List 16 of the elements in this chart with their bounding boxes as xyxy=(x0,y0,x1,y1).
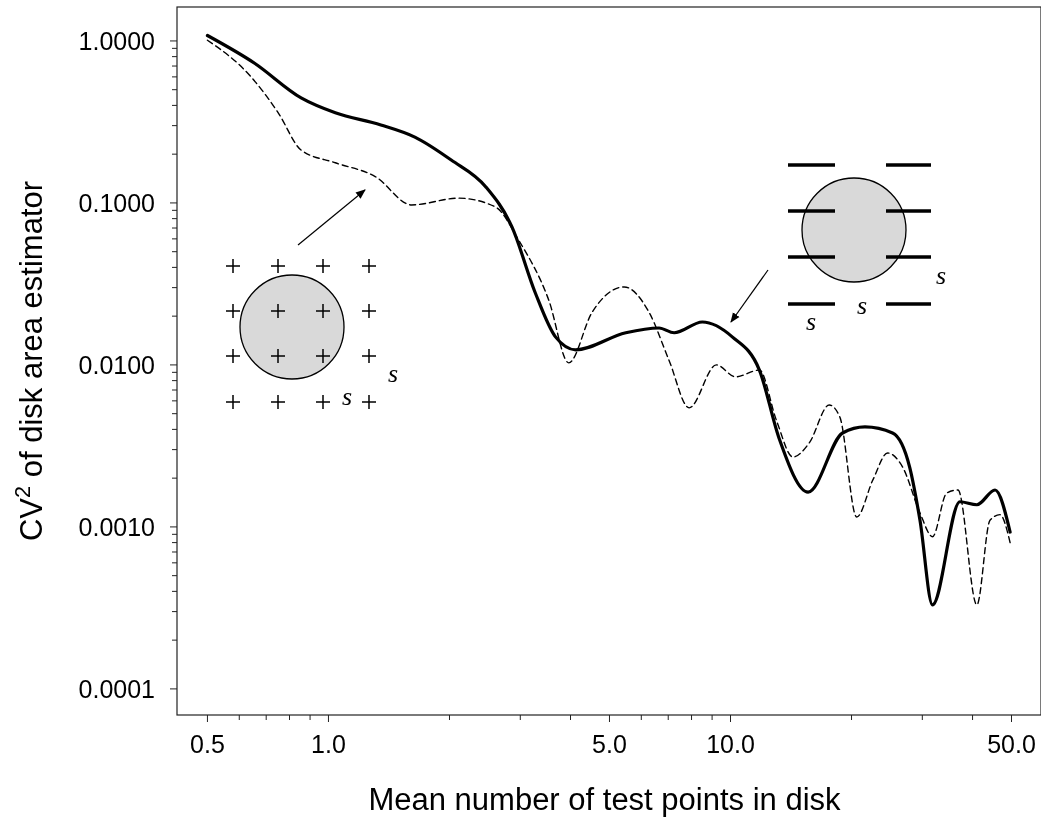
annotation: s xyxy=(387,359,399,388)
x-tick-label: 1.0 xyxy=(311,730,346,758)
annotation: s xyxy=(341,382,353,411)
y-tick-label: 1.0000 xyxy=(78,26,155,55)
x-tick-label: 5.0 xyxy=(592,730,627,758)
annotation: s xyxy=(805,307,817,336)
x-axis-title: Mean number of test points in disk xyxy=(368,782,842,817)
x-tick-label: 50.0 xyxy=(987,730,1036,758)
annotation: s xyxy=(935,261,947,290)
y-tick-label: 0.0100 xyxy=(78,350,155,379)
x-tick-label: 10.0 xyxy=(706,730,755,758)
y-tick-label: 0.0001 xyxy=(78,674,155,703)
x-tick-label: 0.5 xyxy=(190,730,225,758)
annotation: s xyxy=(856,291,868,320)
y-tick-label: 0.0010 xyxy=(78,512,155,541)
y-tick-label: 0.1000 xyxy=(78,188,155,217)
